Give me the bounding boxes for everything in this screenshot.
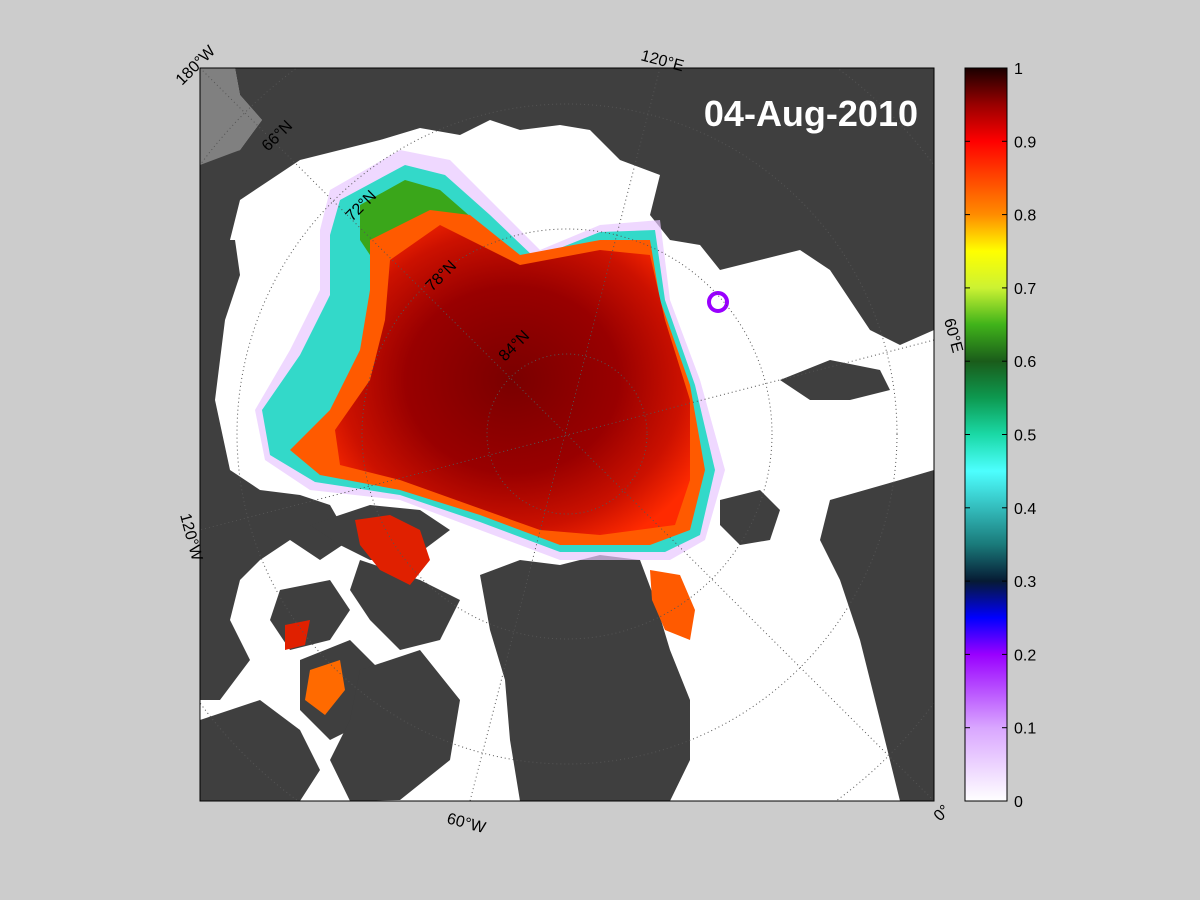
colorbar-tick-label: 0.3 — [1014, 574, 1036, 591]
land-masses — [200, 68, 934, 801]
ice-channel-1 — [355, 515, 430, 585]
colorbar-tick-label: 0.7 — [1014, 281, 1036, 298]
colorbar-tick-label: 0.5 — [1014, 428, 1036, 445]
colorbar-tick-label: 1 — [1014, 61, 1023, 78]
colorbar-tick-label: 0.8 — [1014, 208, 1036, 225]
land-baffin — [330, 650, 460, 801]
colorbar-ticks: 0 0.1 0.2 0.3 0.4 0.5 0.6 0.7 0.8 0.9 1 — [965, 61, 1036, 811]
sea-ice-map — [200, 68, 934, 801]
land-greenland — [480, 555, 690, 801]
land-siberia — [200, 68, 934, 345]
colorbar-tick-label: 0.1 — [1014, 721, 1036, 738]
land-archipelago-2 — [350, 560, 460, 650]
graticule-lat-84n — [486, 353, 648, 515]
ice-channel-2 — [305, 660, 345, 715]
ice-channel-3 — [285, 620, 310, 650]
colorbar-tick-label: 0.9 — [1014, 134, 1036, 151]
colorbar-tick-label: 0.2 — [1014, 647, 1036, 664]
graticule — [200, 68, 934, 801]
land-canada-south — [200, 700, 320, 801]
colorbar-tick-label: 0 — [1014, 794, 1023, 811]
outside-grid-area — [200, 68, 262, 165]
graticule-lat-78n — [361, 228, 773, 640]
label-lon-60w: 60°W — [445, 810, 488, 837]
ice-greenland-east — [650, 570, 695, 640]
label-lon-0: 0° — [931, 802, 954, 825]
graticule-lon-180-0 — [200, 68, 934, 801]
land-novaya-zemlya — [780, 360, 890, 400]
date-label: 04-Aug-2010 — [704, 93, 918, 134]
label-lon-60e: 60°E — [940, 317, 965, 355]
colorbar-tick-label: 0.4 — [1014, 501, 1036, 518]
land-alaska — [200, 240, 350, 700]
ice-core — [335, 225, 690, 535]
land-svalbard — [720, 490, 780, 545]
ice-spot — [707, 291, 729, 313]
colorbar: 0 0.1 0.2 0.3 0.4 0.5 0.6 0.7 0.8 0.9 1 — [964, 61, 1036, 811]
colorbar-ramp — [964, 67, 1008, 802]
land-scandinavia — [820, 470, 934, 801]
map-border — [199, 67, 935, 802]
sea-ice-concentration — [255, 150, 729, 715]
graticule-lat-72n — [236, 103, 898, 765]
colorbar-tick-label: 0.6 — [1014, 354, 1036, 371]
